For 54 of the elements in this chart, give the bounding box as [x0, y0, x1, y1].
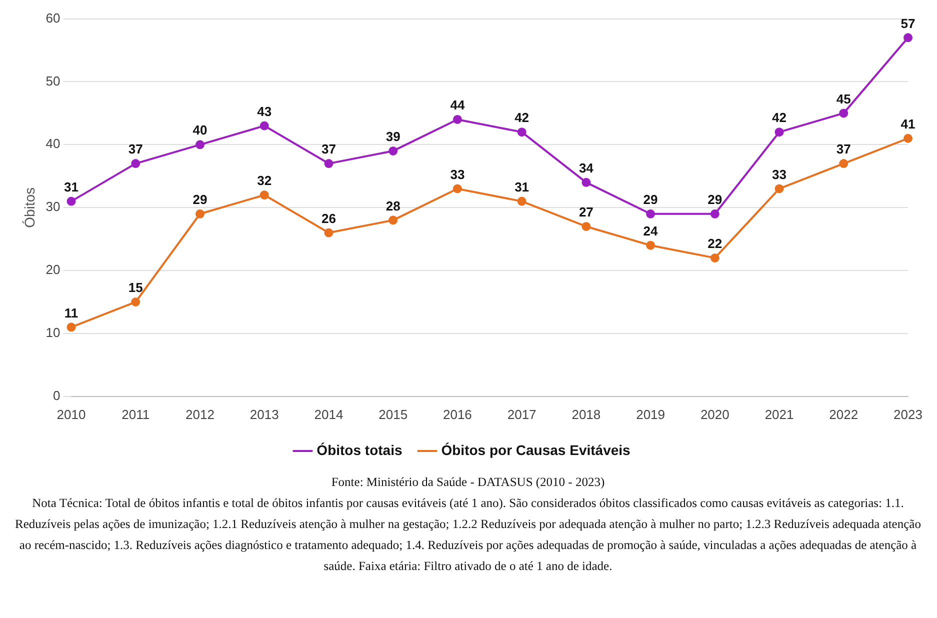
data-label: 29 — [192, 192, 208, 207]
x-tick-label: 2022 — [829, 406, 858, 422]
y-tick-label: 0 — [53, 388, 60, 403]
x-tick-label: 2013 — [250, 406, 279, 422]
y-tick-label: 60 — [46, 10, 60, 26]
data-label: 26 — [321, 210, 336, 226]
data-label: 45 — [836, 91, 851, 106]
data-label: 31 — [514, 179, 530, 194]
data-label: 42 — [514, 110, 530, 126]
data-label: 44 — [450, 98, 466, 113]
data-label: 42 — [772, 110, 787, 126]
data-label: 32 — [257, 173, 272, 188]
data-label: 29 — [643, 192, 658, 207]
data-label: 34 — [578, 160, 594, 176]
data-label: 15 — [128, 280, 143, 296]
x-tick-label: 2010 — [56, 406, 86, 422]
data-label: 41 — [900, 116, 916, 132]
x-tick-label: 2016 — [442, 406, 472, 422]
source-note: Fonte: Ministério da Saúde - DATASUS (2010 - 2023) — [330, 474, 606, 491]
data-label: 39 — [386, 129, 400, 144]
data-label: 40 — [192, 122, 208, 138]
data-label: 29 — [708, 192, 722, 207]
y-tick-label: 30 — [46, 199, 60, 214]
data-label: 33 — [772, 166, 787, 182]
legend-label: Óbitos totais — [316, 442, 402, 458]
data-label: 33 — [450, 166, 465, 182]
data-label: 37 — [836, 142, 851, 157]
data-label: 43 — [257, 104, 272, 119]
legend-label: Óbitos por Causas Evitáveis — [441, 442, 631, 458]
y-tick-label: 20 — [46, 262, 60, 278]
x-tick-label: 2020 — [700, 406, 730, 422]
x-tick-label: 2012 — [186, 406, 214, 422]
data-label: 37 — [321, 142, 336, 157]
y-axis-title: Óbitos — [21, 187, 38, 228]
x-tick-label: 2021 — [764, 406, 794, 422]
x-tick-label: 2019 — [636, 406, 665, 422]
data-label: 27 — [578, 204, 594, 220]
x-tick-label: 2011 — [122, 406, 150, 422]
x-tick-label: 2017 — [507, 406, 536, 422]
x-tick-label: 2015 — [378, 406, 408, 422]
data-label: 37 — [128, 142, 143, 157]
y-tick-label: 50 — [46, 73, 60, 88]
x-tick-label: 2023 — [894, 406, 922, 422]
x-tick-label: 2014 — [314, 406, 344, 422]
data-label: 24 — [643, 223, 659, 238]
data-label: 28 — [386, 198, 400, 214]
data-label: 11 — [64, 305, 78, 320]
data-label: 57 — [900, 16, 916, 31]
x-tick-label: 2018 — [572, 406, 601, 422]
y-tick-label: 40 — [46, 136, 60, 152]
data-label: 22 — [708, 236, 722, 252]
y-tick-label: 10 — [46, 325, 60, 340]
data-label: 31 — [64, 179, 78, 194]
text: Nota Técnica: Total de óbitos infantis e total de óbitos infantis por causas evitáveis (até 1 ano). São considerados óbitos classificados como causas evitáveis as categorias: 1.1. Reduzíveis pelas ações de imunização; 1.2.1 Reduzíveis atenção à mulher na gestação; 1.2.2 Reduzíveis por adequada atenção à mulher no parto; 1.2.3 Reduzíveis adequada atenção ao recém-nascido; 1.3. Reduzíveis ações diagnóstico e tratamento adequado; 1.4. Reduzíveis por ações adequadas de promoção à saúde, vinculadas a ações adequadas de atenção à saúde. Faixa etária: Filtro ativado de o até 1 ano de idade. — [14, 495, 922, 575]
